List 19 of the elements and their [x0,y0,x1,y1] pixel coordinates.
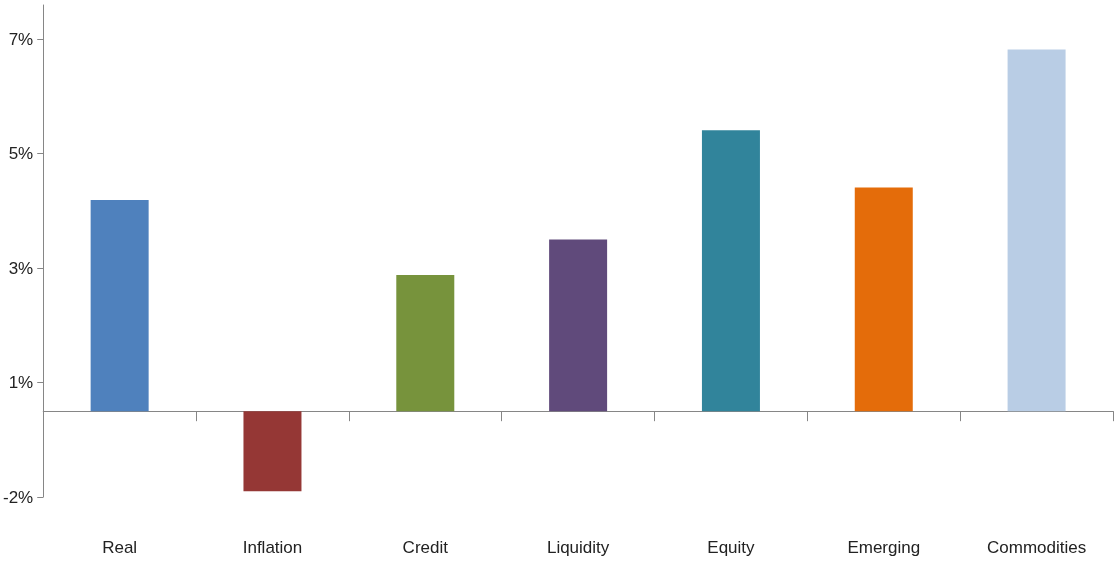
y-tick-label: 1% [8,373,34,393]
x-tick-label: Real [102,538,138,557]
x-tick-label: Inflation [242,538,303,557]
x-tick-label: Credit [402,538,449,557]
bar [396,275,455,412]
y-tick-label: 3% [8,258,34,278]
y-tick-label: -2% [3,487,34,507]
bar [90,200,149,412]
bar [1007,49,1066,412]
x-tick-label: Liquidity [546,538,610,557]
x-tick-label: Emerging [847,538,921,557]
bar [243,411,302,492]
bar [854,187,913,412]
y-tick-label: 7% [8,29,34,49]
x-tick-label: Equity [707,538,756,557]
y-tick-label: 5% [8,144,34,164]
bar [549,239,608,412]
x-tick-label: Commodities [986,538,1087,557]
bar [701,130,760,412]
